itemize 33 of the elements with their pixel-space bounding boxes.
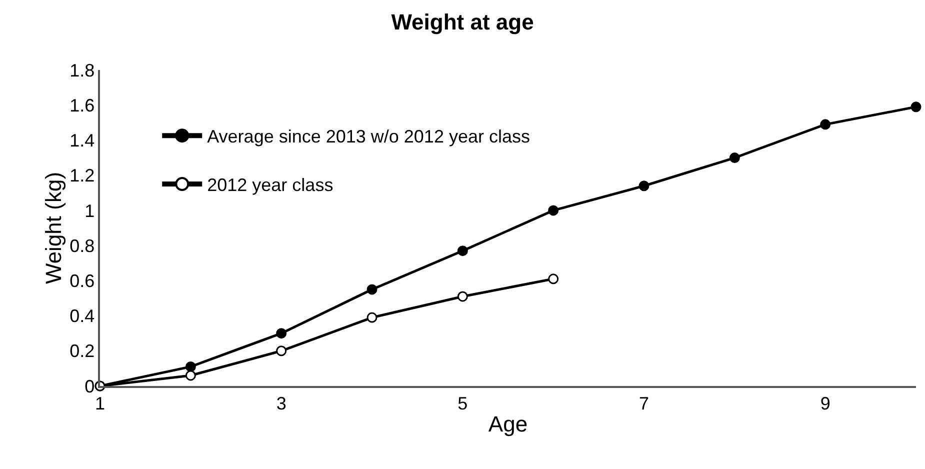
x-tick-label: 9 xyxy=(820,393,830,414)
x-tick-label: 5 xyxy=(458,393,468,414)
point xyxy=(276,346,287,356)
chart-title: Weight at age xyxy=(391,9,534,34)
y-tick-label: 1.4 xyxy=(70,130,95,151)
point xyxy=(366,284,378,295)
x-axis-title: Age xyxy=(488,412,528,437)
point xyxy=(548,274,559,284)
y-tick-label: 0.2 xyxy=(70,341,95,362)
point xyxy=(457,246,468,256)
x-tick-label: 3 xyxy=(276,393,286,414)
y-tick-label: 0.8 xyxy=(70,236,95,256)
point xyxy=(910,102,922,112)
y-tick-label: 0.4 xyxy=(70,306,95,326)
y-tick-label: 1.8 xyxy=(70,60,95,80)
point xyxy=(185,370,196,381)
y-tick-label: 0 xyxy=(84,376,95,396)
point xyxy=(457,291,468,302)
point xyxy=(276,328,287,339)
legend-label: Average since 2013 w/o 2012 year class xyxy=(207,126,530,147)
legend-label: 2012 year class xyxy=(207,175,334,196)
y-tick-label: 1.6 xyxy=(70,95,95,116)
point xyxy=(548,205,559,216)
point xyxy=(820,119,831,130)
point xyxy=(729,152,740,164)
y-tick-label: 1 xyxy=(84,200,95,221)
point xyxy=(638,180,650,192)
y-tick-label: 1.2 xyxy=(70,166,95,186)
point xyxy=(366,312,378,323)
y-tick-label: 0.6 xyxy=(70,270,95,291)
x-tick-label: 7 xyxy=(638,393,650,414)
y-axis-title: Weight (kg) xyxy=(40,172,66,284)
point xyxy=(185,361,196,372)
